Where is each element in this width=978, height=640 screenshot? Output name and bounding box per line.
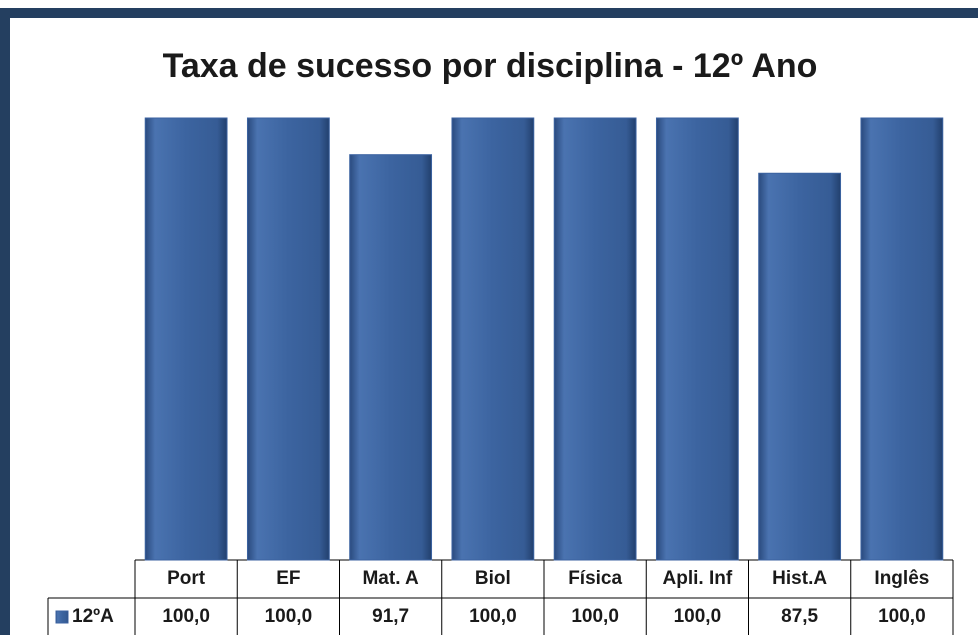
- bar: [246, 117, 330, 561]
- bar: [860, 117, 944, 561]
- value-label: 100,0: [878, 606, 926, 627]
- x-tick-label: Port: [167, 568, 206, 589]
- x-tick-label: Inglês: [874, 568, 929, 589]
- bar: [758, 172, 842, 561]
- frame: [0, 8, 978, 640]
- bar: [144, 117, 228, 561]
- x-tick-label: EF: [276, 568, 300, 589]
- value-label: 100,0: [674, 606, 722, 627]
- legend-key: [55, 610, 69, 624]
- value-label: 100,0: [162, 606, 210, 627]
- value-label: 87,5: [781, 606, 818, 627]
- x-tick-label: Hist.A: [772, 568, 827, 589]
- x-tick-label: Física: [568, 568, 622, 589]
- x-tick-label: Mat. A: [362, 568, 419, 589]
- value-label: 100,0: [265, 606, 313, 627]
- bar: [655, 117, 739, 561]
- bar: [451, 117, 535, 561]
- bar: [553, 117, 637, 561]
- x-tick-label: Biol: [475, 568, 511, 589]
- value-label: 100,0: [469, 606, 517, 627]
- value-label: 100,0: [571, 606, 619, 627]
- value-label: 91,7: [372, 606, 409, 627]
- x-tick-label: Apli. Inf: [663, 568, 733, 589]
- legend-label: 12ºA: [72, 606, 114, 627]
- bar: [349, 154, 433, 561]
- chart-title: Taxa de sucesso por disciplina - 12º Ano: [163, 47, 818, 85]
